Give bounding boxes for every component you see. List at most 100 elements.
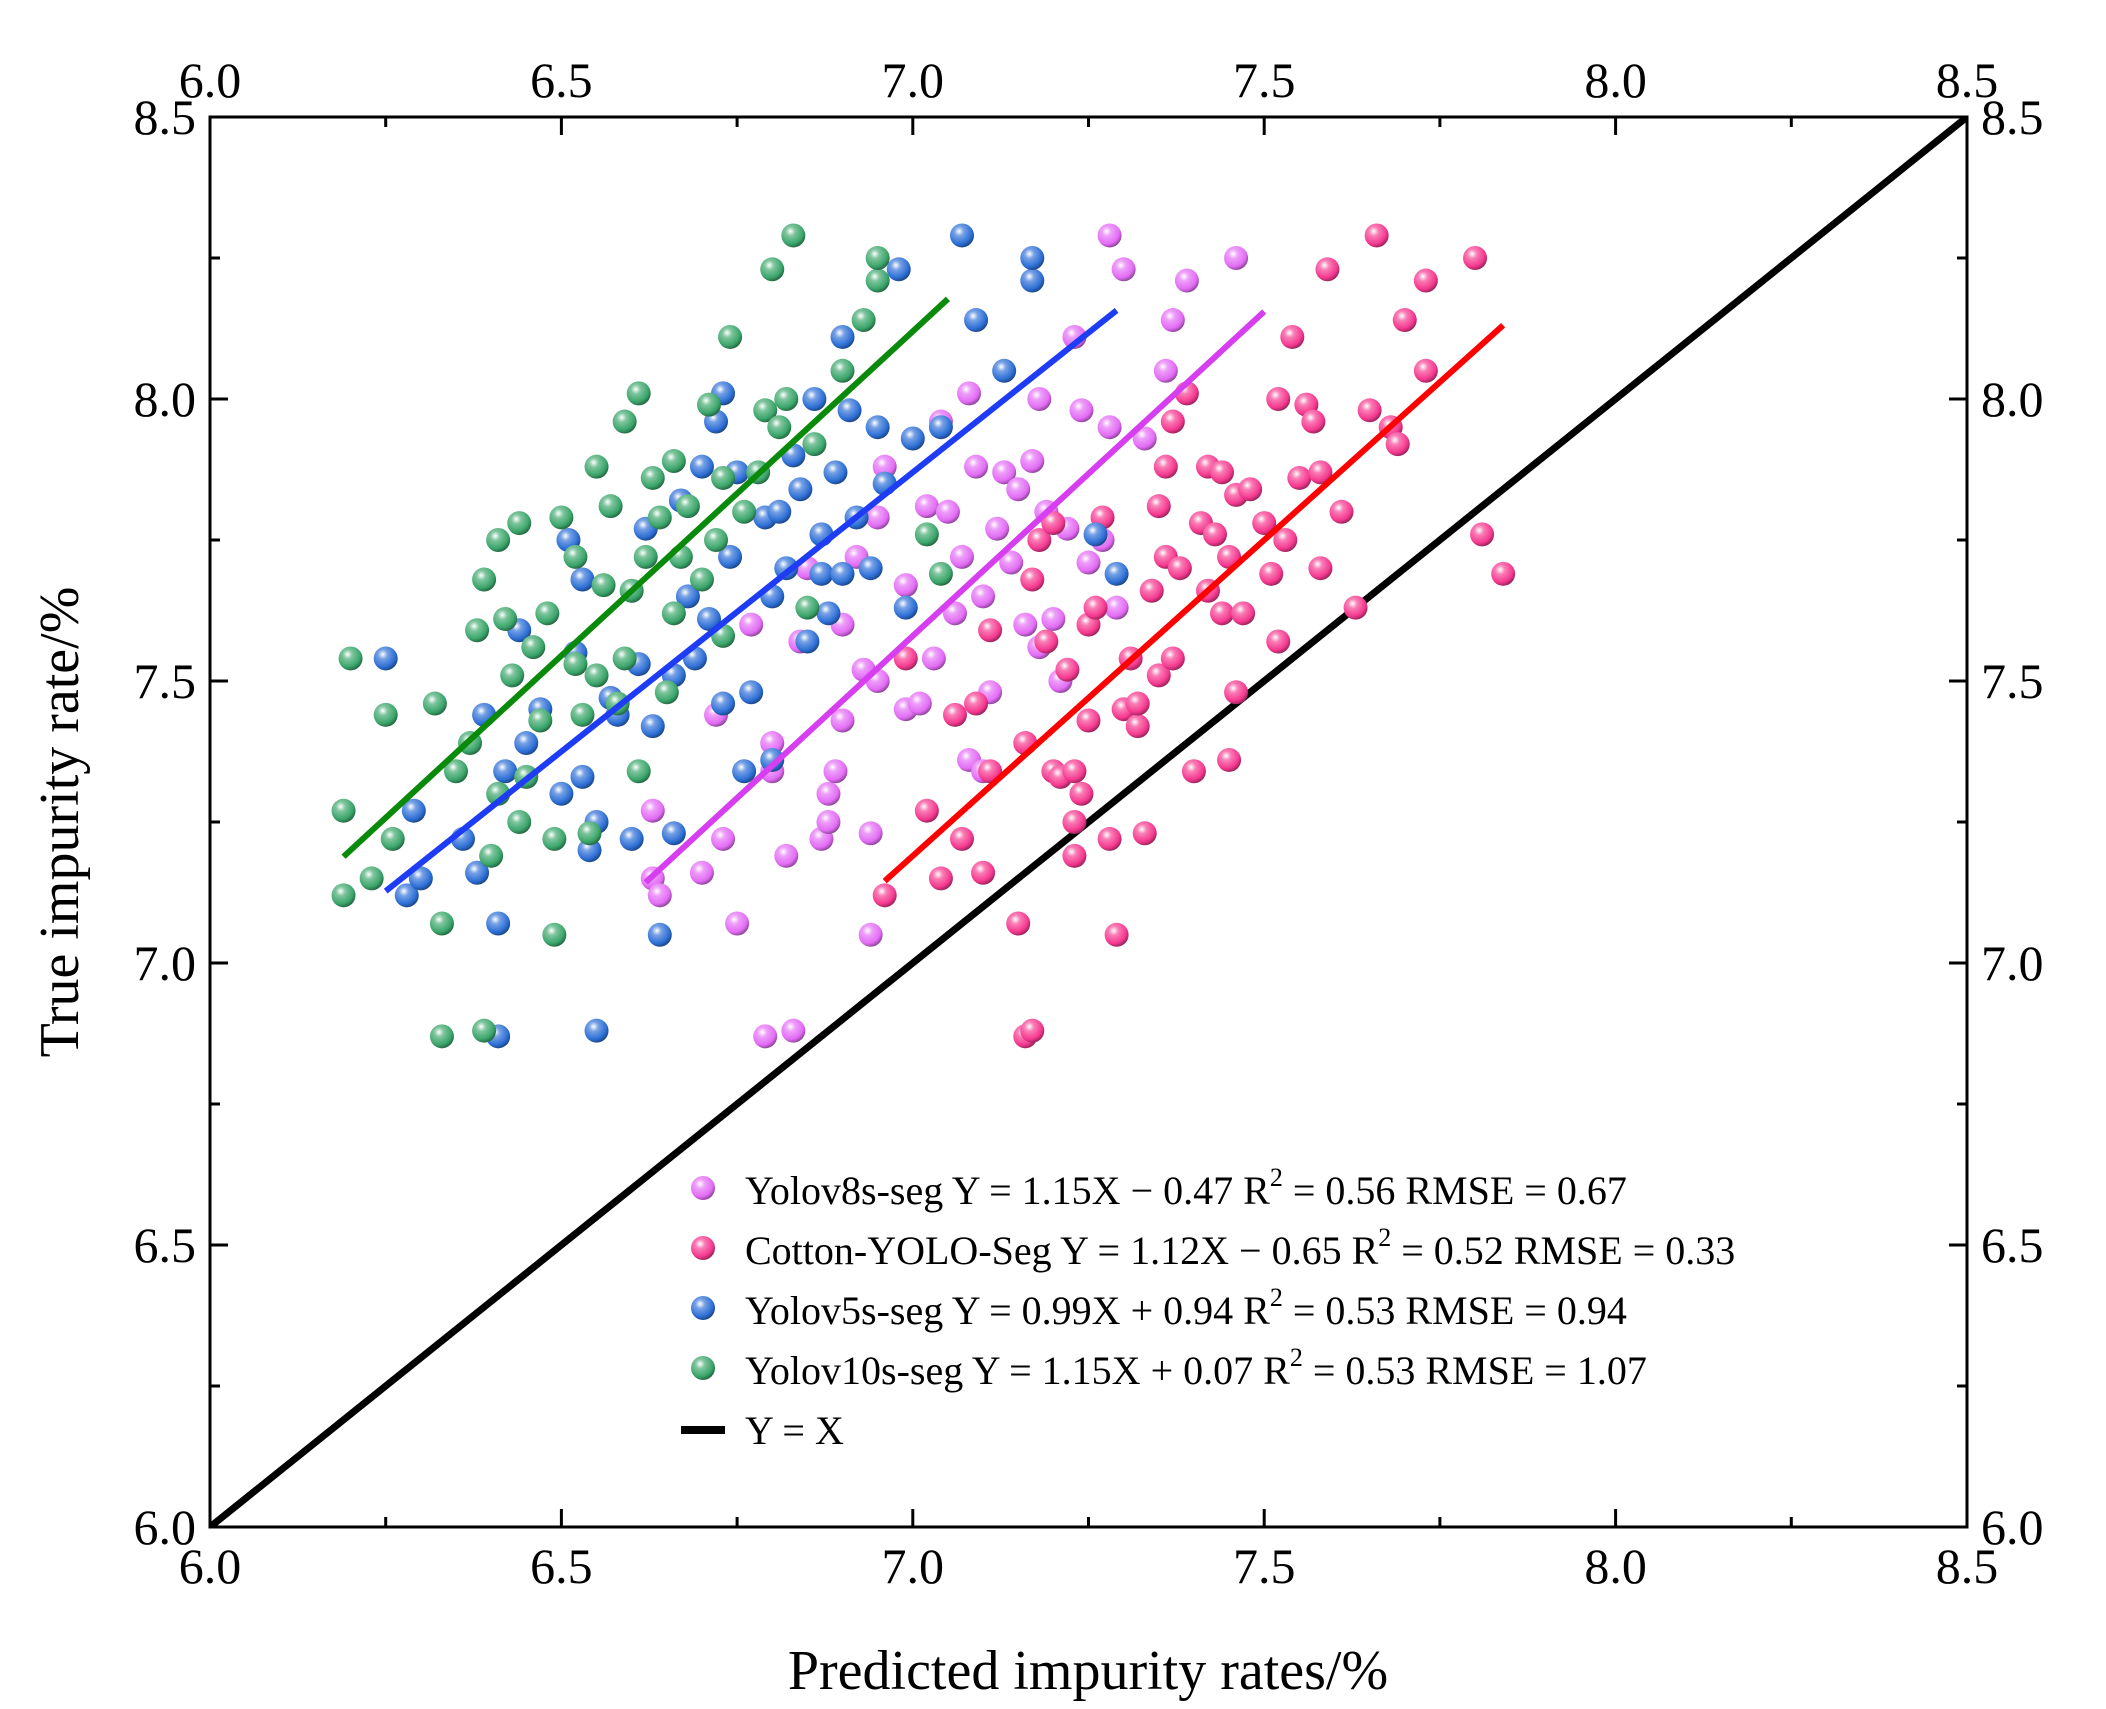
data-point	[1132, 426, 1157, 451]
data-point	[823, 460, 848, 485]
x-top-tick-label: 7.0	[882, 52, 945, 108]
data-point	[591, 573, 616, 598]
data-point	[1174, 268, 1199, 293]
data-point	[949, 826, 974, 851]
data-point	[563, 544, 588, 569]
data-point	[1013, 612, 1038, 637]
data-point	[732, 499, 757, 524]
data-point	[921, 646, 946, 671]
data-point	[472, 567, 497, 592]
data-point	[753, 1024, 778, 1049]
data-point	[338, 646, 363, 671]
data-point	[992, 358, 1017, 383]
data-point	[837, 398, 862, 423]
data-point	[1006, 911, 1031, 936]
data-point	[612, 646, 637, 671]
data-point	[640, 465, 665, 490]
x-top-tick-label: 7.5	[1233, 52, 1296, 108]
x-tick-label: 7.5	[1233, 1538, 1296, 1594]
data-point	[760, 747, 785, 772]
data-point	[1308, 460, 1333, 485]
fit-line-yolov10s-seg	[341, 296, 950, 859]
data-point	[1034, 629, 1059, 654]
data-point	[535, 601, 560, 626]
y-axis-title: True impurity rate/%	[29, 587, 91, 1058]
data-point	[802, 432, 827, 457]
data-point	[767, 415, 792, 440]
data-point	[865, 246, 890, 270]
y-tick-label: 7.0	[134, 935, 197, 991]
y-right-tick-label: 8.5	[1981, 89, 2044, 145]
y-tick-label: 6.5	[134, 1217, 197, 1273]
data-point	[1470, 522, 1495, 547]
x-tick-label: 8.5	[1936, 1538, 1999, 1594]
axis-ticks: 6.06.06.56.57.07.07.57.58.08.08.58.56.0 6…	[134, 52, 2044, 1594]
data-point	[1308, 556, 1333, 581]
data-point	[928, 415, 953, 440]
data-point	[816, 810, 841, 834]
data-point	[718, 544, 743, 569]
data-point	[971, 584, 996, 609]
data-point	[1217, 747, 1242, 772]
legend-marker-yolov5s-seg	[691, 1296, 715, 1320]
legend-label-reference-line: Y = X	[745, 1408, 844, 1453]
data-point	[900, 426, 925, 451]
data-point	[612, 409, 637, 434]
data-point	[865, 268, 890, 293]
data-point	[570, 567, 595, 592]
y-right-tick-label: 8.0	[1981, 371, 2044, 427]
data-point	[739, 612, 764, 637]
data-point	[1210, 460, 1235, 485]
data-point	[1076, 550, 1101, 575]
data-point	[380, 826, 405, 851]
data-point	[528, 708, 553, 733]
data-point	[331, 798, 356, 823]
data-point	[1463, 246, 1488, 270]
data-point	[486, 528, 511, 552]
data-point	[493, 759, 518, 784]
data-point	[774, 843, 799, 868]
data-point	[1062, 843, 1087, 868]
y-tick-label: 8.5	[134, 89, 197, 145]
data-point	[809, 561, 834, 586]
data-point	[858, 821, 883, 846]
data-point	[914, 494, 939, 519]
data-point	[633, 544, 658, 569]
fit-lines-layer	[341, 296, 1506, 894]
data-point	[507, 511, 532, 536]
data-point	[907, 691, 932, 716]
data-point	[795, 629, 820, 654]
data-point	[992, 460, 1017, 485]
fit-line-cotton-yolo-seg	[882, 322, 1506, 884]
data-point	[1280, 324, 1305, 349]
data-point	[549, 505, 574, 530]
data-point	[577, 838, 602, 863]
data-point	[1146, 663, 1171, 688]
data-point	[1329, 499, 1354, 524]
data-point	[401, 798, 426, 823]
data-point	[1027, 387, 1052, 411]
data-point	[1259, 561, 1284, 586]
data-point	[465, 860, 490, 885]
data-point	[647, 505, 672, 530]
data-point	[830, 358, 855, 383]
data-point	[1146, 494, 1171, 519]
data-point	[816, 601, 841, 626]
data-point	[823, 759, 848, 784]
data-point	[1160, 308, 1185, 333]
legend-marker-yolov8s-seg	[691, 1176, 715, 1200]
data-point	[935, 499, 960, 524]
data-point	[1097, 223, 1122, 248]
y-right-tick-label: 6.5	[1981, 1217, 2044, 1273]
data-point	[1224, 246, 1249, 270]
data-point	[696, 392, 721, 417]
data-point	[928, 561, 953, 586]
data-point	[1083, 595, 1108, 620]
data-point	[781, 223, 806, 248]
legend-marker-cotton-yolo-seg	[691, 1236, 715, 1260]
data-point	[942, 601, 967, 626]
data-point	[739, 680, 764, 705]
data-point	[640, 714, 665, 739]
data-point	[661, 449, 686, 474]
x-top-tick-label: 6.0	[179, 52, 242, 108]
